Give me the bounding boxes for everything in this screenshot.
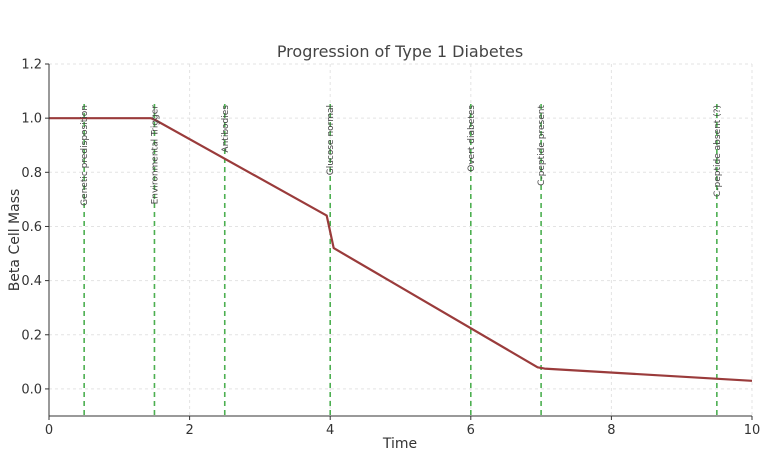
event-label: Genetic predisposition <box>80 105 90 206</box>
event-label: Glucose normal <box>326 105 336 175</box>
y-tick-label: 0.0 <box>21 382 42 397</box>
y-tick-label: 1.0 <box>21 112 42 127</box>
x-tick-label: 0 <box>45 423 53 438</box>
event-label: Overt diabetes <box>467 105 477 172</box>
x-tick-label: 4 <box>326 423 334 438</box>
axes <box>45 63 753 420</box>
x-tick-label: 6 <box>467 423 475 438</box>
series-line <box>49 117 753 382</box>
event-markers <box>83 104 718 416</box>
x-tick-label: 10 <box>744 423 761 438</box>
event-labels: Genetic predisposition Environmental Trig… <box>80 105 723 206</box>
y-tick-label: 0.8 <box>21 166 42 181</box>
event-label: C-peptide absent (?) <box>713 105 723 197</box>
x-tick-label: 2 <box>185 423 193 438</box>
y-axis-title: Beta Cell Mass <box>7 189 23 292</box>
event-label: Antibodies <box>221 105 231 153</box>
event-label: Environmental Trigger <box>150 105 160 205</box>
y-tick-label: 0.2 <box>21 328 42 343</box>
chart-title: Progression of Type 1 Diabetes <box>277 42 523 61</box>
x-tick-label: 8 <box>607 423 615 438</box>
tick-labels: 0 2 4 6 8 10 0.0 0.2 0.4 0.6 0.8 1.0 1.2 <box>21 58 760 439</box>
series <box>49 117 753 382</box>
x-axis-title: Time <box>382 436 417 452</box>
y-tick-label: 0.6 <box>21 220 42 235</box>
event-label: C-peptide present <box>537 105 547 186</box>
y-tick-label: 0.4 <box>21 274 42 289</box>
y-tick-label: 1.2 <box>21 58 42 73</box>
